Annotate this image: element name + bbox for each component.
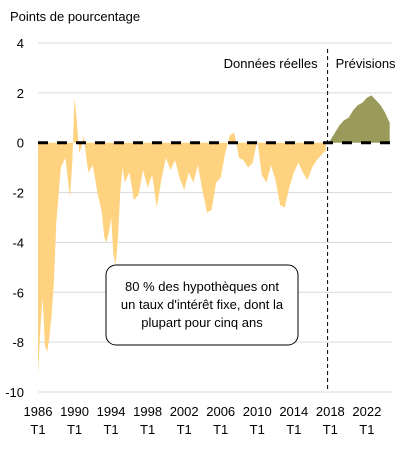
y-tick-label: -8 bbox=[12, 335, 24, 350]
y-tick-label: -4 bbox=[12, 235, 24, 250]
y-axis-label: Points de pourcentage bbox=[10, 9, 140, 24]
annotation-text-line: plupart pour cinq ans bbox=[141, 315, 263, 330]
x-tick-year: 2002 bbox=[170, 404, 199, 419]
annotation-text-line: 80 % des hypothèques ont bbox=[125, 279, 279, 294]
annotation-text-line: un taux d'intérêt fixe, dont la bbox=[121, 297, 284, 312]
forecast-label: Prévisions bbox=[336, 56, 396, 71]
x-tick-quarter: T1 bbox=[323, 422, 338, 437]
x-tick-quarter: T1 bbox=[286, 422, 301, 437]
forecast-area bbox=[328, 95, 390, 143]
x-tick-quarter: T1 bbox=[67, 422, 82, 437]
x-tick-year: 1990 bbox=[60, 404, 89, 419]
annotation-box bbox=[105, 264, 299, 346]
x-tick-year: 1986 bbox=[24, 404, 53, 419]
x-tick-quarter: T1 bbox=[213, 422, 228, 437]
x-tick-quarter: T1 bbox=[30, 422, 45, 437]
y-tick-label: -10 bbox=[5, 385, 24, 400]
x-tick-quarter: T1 bbox=[250, 422, 265, 437]
x-tick-quarter: T1 bbox=[103, 422, 118, 437]
x-tick-year: 2006 bbox=[206, 404, 235, 419]
x-tick-year: 1994 bbox=[97, 404, 126, 419]
x-tick-year: 2022 bbox=[352, 404, 381, 419]
x-tick-year: 1998 bbox=[133, 404, 162, 419]
x-tick-quarter: T1 bbox=[177, 422, 192, 437]
y-tick-label: 0 bbox=[17, 136, 24, 151]
x-tick-year: 2010 bbox=[243, 404, 272, 419]
overlays: Données réelles Prévisions 80 % des hypoth… bbox=[38, 49, 396, 392]
actual-data-label: Données réelles bbox=[224, 56, 318, 71]
y-tick-label: -6 bbox=[12, 285, 24, 300]
y-tick-label: 4 bbox=[17, 36, 24, 51]
data-areas bbox=[38, 95, 390, 375]
y-tick-label: -2 bbox=[12, 186, 24, 201]
y-tick-label: 2 bbox=[17, 86, 24, 101]
x-tick-year: 2014 bbox=[279, 404, 308, 419]
actual-area bbox=[38, 97, 326, 375]
x-tick-quarter: T1 bbox=[359, 422, 374, 437]
x-tick-year: 2018 bbox=[316, 404, 345, 419]
x-tick-quarter: T1 bbox=[140, 422, 155, 437]
